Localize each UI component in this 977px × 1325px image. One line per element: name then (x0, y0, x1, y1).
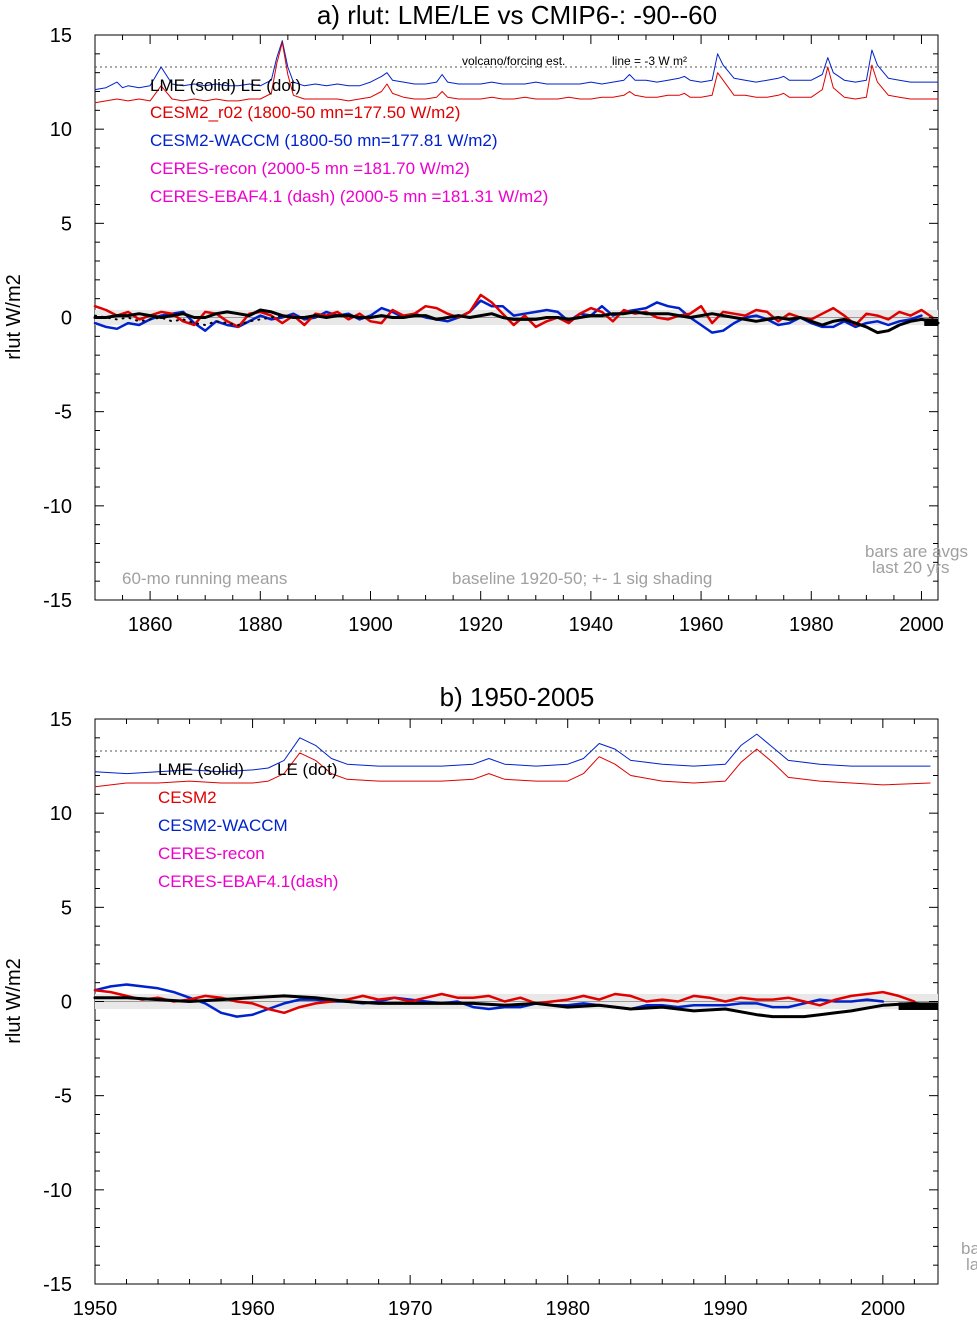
annotation-volcano: volcano/forcing est. (462, 54, 565, 68)
annotation-baseline: baseline 1920-50; +- 1 sig shading (452, 569, 712, 588)
legend-lme-le: LME (solid) LE (dot) (150, 76, 301, 95)
annotation-running-means: 60-mo running means (122, 569, 287, 588)
y-tick-label: 5 (61, 213, 72, 235)
y-tick-label: -10 (43, 1180, 72, 1202)
y-tick-label: 15 (50, 25, 72, 47)
panel-b-legend: LME (solid) LE (dot) CESM2 CESM2-WACCM C… (158, 760, 338, 891)
x-tick-label: 1880 (238, 614, 283, 636)
series-cesm2-waccm (93, 299, 923, 334)
x-tick-label: 1900 (348, 614, 393, 636)
panel-b-y-axis: 15 10 5 0 -5 -10 -15 (43, 709, 938, 1296)
x-tick-label: 1960 (679, 614, 724, 636)
legend-ceres-ebaf: CERES-EBAF4.1 (dash) (2000-5 mn =181.31 … (150, 187, 548, 206)
legend-cesm2: CESM2 (158, 788, 217, 807)
series-cesm2-forcing (94, 42, 939, 104)
x-tick-label: 1960 (230, 1298, 275, 1320)
x-tick-label: 1990 (703, 1298, 748, 1320)
panel-b: b) 1950-2005 1950 1960 1970 1980 1990 2000 15… (3, 682, 977, 1320)
series-cesm2-waccm (93, 983, 885, 1018)
annotation-edge-last: la (966, 1255, 977, 1274)
series-cesm2-waccm-forcing (94, 40, 939, 91)
y-tick-label: 10 (50, 119, 72, 141)
panel-a-series (93, 40, 940, 335)
last-20-yrs-bar (924, 318, 938, 326)
y-tick-label: -15 (43, 590, 72, 612)
x-tick-label: 1980 (789, 614, 834, 636)
y-tick-label: -5 (54, 1086, 72, 1108)
x-tick-label: 1920 (458, 614, 503, 636)
panel-a-y-axis-label: rlut W/m2 (3, 274, 25, 360)
panel-a-legend: LME (solid) LE (dot) CESM2_r02 (1800-50 … (150, 76, 548, 206)
legend-ceres-recon: CERES-recon (2000-5 mn =181.70 W/m2) (150, 159, 470, 178)
legend-ceres-ebaf: CERES-EBAF4.1(dash) (158, 872, 338, 891)
annotation-edge-bars: ba (961, 1239, 977, 1258)
annotation-line-ref: line = -3 W m² (612, 54, 687, 68)
panel-b-title: b) 1950-2005 (440, 682, 595, 712)
x-tick-label: 1980 (545, 1298, 590, 1320)
series-lme (93, 308, 940, 335)
legend-cesm2-waccm: CESM2-WACCM (1800-50 mn=177.81 W/m2) (150, 131, 498, 150)
panel-b-x-axis: 1950 1960 1970 1980 1990 2000 (73, 719, 915, 1320)
series-cesm2-waccm-forcing (94, 733, 931, 775)
legend-lme-le: LME (solid) LE (dot) (158, 760, 338, 779)
panel-a: a) rlut: LME/LE vs CMIP6-: -90--60 1860 1… (3, 0, 968, 636)
last-20-yrs-bar (898, 1002, 938, 1010)
y-tick-label: -15 (43, 1274, 72, 1296)
y-tick-label: 5 (61, 897, 72, 919)
panel-a-x-axis: 1860 1880 1900 1920 1940 1960 1980 2000 (94, 35, 944, 636)
y-tick-label: -10 (43, 496, 72, 518)
panel-a-y-axis: 15 10 5 0 -5 -10 -15 (43, 25, 938, 612)
series-cesm2 (93, 293, 934, 329)
legend-cesm2: CESM2_r02 (1800-50 mn=177.50 W/m2) (150, 103, 460, 122)
y-tick-label: -5 (54, 402, 72, 424)
series-cesm2-forcing (94, 748, 931, 788)
legend-ceres-recon: CERES-recon (158, 844, 265, 863)
series-lme (93, 994, 932, 1019)
panel-b-y-axis-label: rlut W/m2 (3, 958, 25, 1044)
x-tick-label: 1970 (388, 1298, 433, 1320)
y-tick-label: 15 (50, 709, 72, 731)
annotation-bars-avgs: bars are avgs (865, 542, 968, 561)
panel-b-series (93, 733, 938, 1019)
annotation-last-20: last 20 yrs (872, 558, 949, 577)
legend-cesm2-waccm: CESM2-WACCM (158, 816, 288, 835)
y-tick-label: 0 (61, 992, 72, 1014)
x-tick-label: 2000 (861, 1298, 906, 1320)
panel-a-title: a) rlut: LME/LE vs CMIP6-: -90--60 (317, 0, 717, 30)
x-tick-label: 1860 (128, 614, 173, 636)
x-tick-label: 1940 (569, 614, 614, 636)
y-tick-label: 0 (61, 308, 72, 330)
x-tick-label: 1950 (73, 1298, 118, 1320)
x-tick-label: 2000 (899, 614, 944, 636)
y-tick-label: 10 (50, 803, 72, 825)
